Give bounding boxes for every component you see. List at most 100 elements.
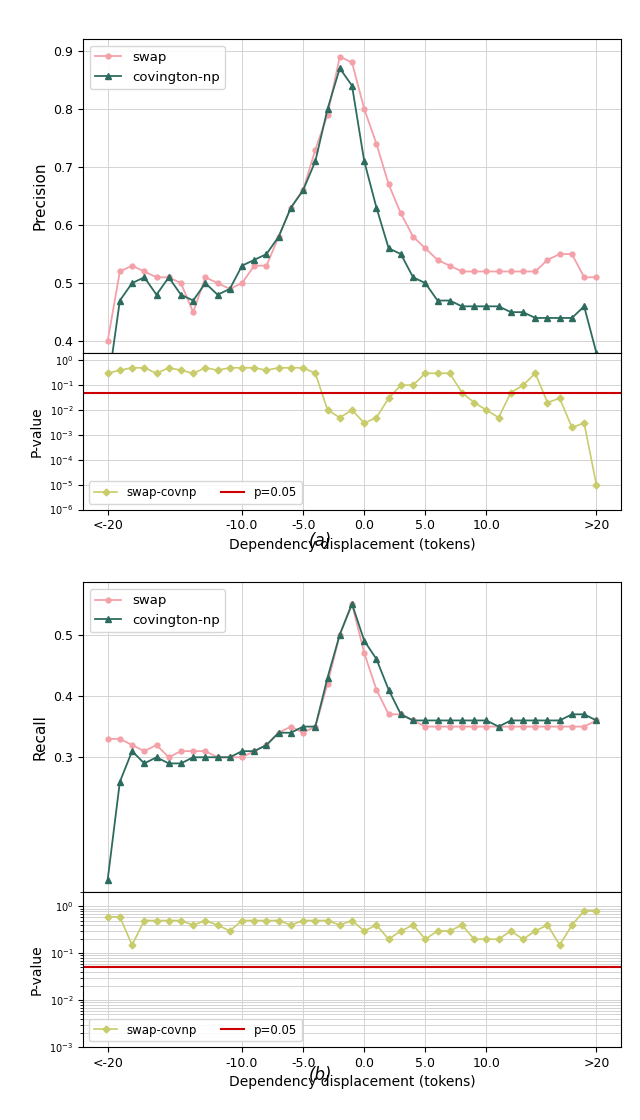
swap: [202, 745, 209, 758]
swap: [458, 264, 466, 278]
Y-axis label: Precision: Precision: [33, 161, 48, 231]
swap-covnp: [543, 918, 551, 932]
swap: [372, 137, 380, 150]
covington-np: [360, 155, 368, 168]
covington-np: [287, 200, 295, 214]
swap: [507, 720, 515, 734]
swap-covnp: [568, 918, 576, 932]
swap: [385, 708, 392, 721]
swap-covnp: [312, 366, 319, 380]
covington-np: [177, 288, 185, 301]
covington-np: [262, 248, 270, 261]
swap-covnp: [250, 914, 258, 927]
covington-np: [275, 230, 282, 243]
swap-covnp: [409, 379, 417, 392]
swap: [593, 271, 600, 284]
covington-np: [226, 282, 234, 296]
swap-covnp: [531, 366, 539, 380]
Line: swap-covnp: swap-covnp: [105, 908, 599, 948]
covington-np: [324, 671, 332, 684]
Line: covington-np: covington-np: [104, 600, 600, 883]
swap-covnp: [470, 933, 478, 946]
swap: [202, 271, 209, 284]
swap: [140, 745, 148, 758]
swap: [287, 720, 295, 734]
swap: [593, 713, 600, 727]
swap: [543, 720, 551, 734]
covington-np: [470, 300, 478, 314]
swap: [165, 750, 173, 764]
Text: (a): (a): [308, 532, 332, 550]
swap: [300, 184, 307, 197]
covington-np: [519, 306, 527, 319]
swap: [324, 108, 332, 121]
swap: [446, 259, 454, 272]
swap-covnp: [287, 361, 295, 374]
swap-covnp: [238, 361, 246, 374]
swap-covnp: [580, 417, 588, 430]
covington-np: [104, 381, 111, 394]
swap-covnp: [238, 914, 246, 927]
swap: [470, 720, 478, 734]
swap-covnp: [153, 914, 161, 927]
swap-covnp: [300, 914, 307, 927]
swap: [312, 720, 319, 734]
covington-np: [153, 750, 161, 764]
swap-covnp: [104, 366, 111, 380]
covington-np: [385, 242, 392, 255]
covington-np: [165, 271, 173, 284]
swap-covnp: [434, 366, 442, 380]
covington-np: [275, 726, 282, 739]
covington-np: [458, 713, 466, 727]
swap: [262, 259, 270, 272]
Legend: swap, covington-np: swap, covington-np: [90, 46, 225, 88]
covington-np: [556, 713, 564, 727]
swap: [385, 178, 392, 192]
covington-np: [483, 300, 490, 314]
covington-np: [385, 683, 392, 697]
swap-covnp: [409, 918, 417, 932]
swap: [422, 720, 429, 734]
covington-np: [434, 293, 442, 307]
covington-np: [153, 288, 161, 301]
swap-covnp: [336, 918, 344, 932]
covington-np: [580, 300, 588, 314]
Legend: swap-covnp, p=0.05: swap-covnp, p=0.05: [89, 1019, 302, 1042]
swap: [568, 248, 576, 261]
covington-np: [128, 745, 136, 758]
swap-covnp: [189, 366, 197, 380]
covington-np: [140, 271, 148, 284]
swap: [250, 745, 258, 758]
covington-np: [324, 102, 332, 115]
swap-covnp: [593, 904, 600, 917]
swap-covnp: [140, 914, 148, 927]
swap: [153, 738, 161, 752]
covington-np: [446, 293, 454, 307]
covington-np: [568, 311, 576, 325]
Y-axis label: P-value: P-value: [29, 405, 44, 457]
swap-covnp: [116, 364, 124, 377]
swap-covnp: [519, 379, 527, 392]
Y-axis label: P-value: P-value: [30, 944, 44, 995]
swap: [495, 264, 502, 278]
covington-np: [336, 62, 344, 75]
p=0.05: [104, 386, 111, 400]
covington-np: [202, 277, 209, 290]
swap-covnp: [519, 933, 527, 946]
swap: [104, 732, 111, 746]
covington-np: [250, 253, 258, 267]
swap: [189, 306, 197, 319]
covington-np: [593, 346, 600, 360]
covington-np: [519, 713, 527, 727]
swap: [507, 264, 515, 278]
swap-covnp: [250, 361, 258, 374]
swap: [214, 277, 221, 290]
swap: [580, 271, 588, 284]
swap-covnp: [300, 361, 307, 374]
covington-np: [360, 634, 368, 647]
swap-covnp: [543, 395, 551, 409]
swap-covnp: [495, 933, 502, 946]
swap-covnp: [434, 924, 442, 937]
swap-covnp: [397, 924, 404, 937]
swap-covnp: [495, 411, 502, 424]
